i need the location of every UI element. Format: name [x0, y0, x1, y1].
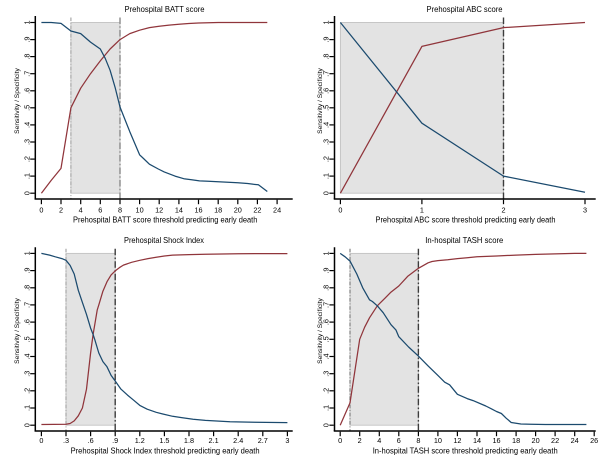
- svg-text:22: 22: [551, 436, 559, 445]
- svg-text:1.8: 1.8: [184, 436, 194, 445]
- svg-text:1.5: 1.5: [159, 436, 169, 445]
- svg-text:.4: .4: [23, 122, 32, 128]
- svg-text:0: 0: [338, 205, 342, 214]
- svg-text:.6: .6: [322, 88, 331, 94]
- svg-text:14: 14: [175, 205, 183, 214]
- svg-text:24: 24: [273, 205, 281, 214]
- svg-text:22: 22: [253, 205, 261, 214]
- svg-text:.3: .3: [23, 139, 32, 145]
- svg-text:2.4: 2.4: [233, 436, 243, 445]
- svg-text:1: 1: [23, 251, 32, 255]
- svg-text:1: 1: [322, 251, 331, 255]
- svg-text:2: 2: [358, 436, 362, 445]
- svg-text:Prehospital BATT score thresho: Prehospital BATT score threshold predict…: [73, 215, 257, 224]
- svg-text:.8: .8: [322, 54, 331, 60]
- svg-text:Sensitivity / Specificity: Sensitivity / Specificity: [317, 68, 324, 134]
- svg-text:.2: .2: [23, 156, 32, 162]
- svg-text:Prehospital ABC score threshol: Prehospital ABC score threshold predicti…: [376, 215, 556, 224]
- svg-text:24: 24: [571, 436, 579, 445]
- svg-text:3: 3: [583, 205, 587, 214]
- svg-text:2.1: 2.1: [209, 436, 219, 445]
- svg-text:1: 1: [23, 20, 32, 24]
- svg-text:.1: .1: [23, 405, 32, 411]
- svg-text:Prehospital BATT score: Prehospital BATT score: [125, 4, 205, 14]
- svg-text:.9: .9: [23, 268, 32, 274]
- svg-text:.2: .2: [322, 156, 331, 162]
- svg-text:In-hospital TASH score thresho: In-hospital TASH score threshold predict…: [373, 446, 558, 455]
- svg-text:Sensitivity / Specificity: Sensitivity / Specificity: [317, 298, 324, 364]
- svg-text:8: 8: [416, 436, 420, 445]
- svg-text:0: 0: [39, 436, 43, 445]
- svg-text:18: 18: [214, 205, 222, 214]
- svg-text:16: 16: [492, 436, 500, 445]
- svg-text:0: 0: [338, 436, 342, 445]
- svg-text:.1: .1: [322, 173, 331, 179]
- svg-text:.9: .9: [23, 37, 32, 43]
- svg-text:1.2: 1.2: [135, 436, 145, 445]
- svg-text:.6: .6: [322, 319, 331, 325]
- svg-text:8: 8: [118, 205, 122, 214]
- svg-text:1: 1: [322, 20, 331, 24]
- svg-text:0: 0: [322, 423, 331, 427]
- svg-text:10: 10: [136, 205, 144, 214]
- svg-text:In-hospital TASH score: In-hospital TASH score: [425, 235, 503, 245]
- svg-text:.5: .5: [23, 105, 32, 111]
- svg-text:.7: .7: [322, 302, 331, 308]
- svg-text:0: 0: [23, 423, 32, 427]
- svg-text:.9: .9: [322, 37, 331, 43]
- svg-text:0: 0: [23, 191, 32, 195]
- svg-text:16: 16: [194, 205, 202, 214]
- svg-text:.3: .3: [23, 371, 32, 377]
- svg-text:26: 26: [590, 436, 598, 445]
- svg-text:0: 0: [322, 191, 331, 195]
- svg-text:2: 2: [59, 205, 63, 214]
- svg-text:12: 12: [453, 436, 461, 445]
- svg-text:Prehospital Shock Index thresh: Prehospital Shock Index threshold predic…: [71, 446, 260, 455]
- svg-text:Prehospital ABC score: Prehospital ABC score: [427, 4, 503, 14]
- svg-text:.7: .7: [23, 71, 32, 77]
- svg-text:Sensitivity / Specificity: Sensitivity / Specificity: [14, 68, 21, 134]
- svg-text:.3: .3: [322, 139, 331, 145]
- svg-text:.5: .5: [23, 336, 32, 342]
- svg-text:.3: .3: [322, 371, 331, 377]
- svg-text:4: 4: [377, 436, 381, 445]
- svg-text:1: 1: [420, 205, 424, 214]
- svg-text:.1: .1: [23, 173, 32, 179]
- svg-text:0: 0: [39, 205, 43, 214]
- svg-text:.7: .7: [322, 71, 331, 77]
- svg-text:.6: .6: [23, 88, 32, 94]
- svg-text:14: 14: [473, 436, 481, 445]
- svg-text:20: 20: [234, 205, 242, 214]
- svg-text:.4: .4: [23, 353, 32, 359]
- svg-text:.9: .9: [322, 268, 331, 274]
- svg-text:18: 18: [512, 436, 520, 445]
- svg-text:.8: .8: [23, 54, 32, 60]
- svg-text:.7: .7: [23, 302, 32, 308]
- svg-text:Sensitivity / Specificity: Sensitivity / Specificity: [14, 298, 21, 364]
- svg-text:.3: .3: [63, 436, 69, 445]
- svg-text:.8: .8: [322, 285, 331, 291]
- svg-text:.5: .5: [322, 105, 331, 111]
- svg-text:.2: .2: [23, 388, 32, 394]
- svg-text:.2: .2: [322, 388, 331, 394]
- svg-text:.6: .6: [23, 319, 32, 325]
- svg-text:.4: .4: [322, 353, 331, 359]
- svg-text:.5: .5: [322, 336, 331, 342]
- svg-text:Prehospital Shock Index: Prehospital Shock Index: [124, 235, 205, 245]
- svg-text:12: 12: [155, 205, 163, 214]
- svg-text:.4: .4: [322, 122, 331, 128]
- svg-text:20: 20: [532, 436, 540, 445]
- svg-text:2: 2: [501, 205, 505, 214]
- svg-text:.6: .6: [88, 436, 94, 445]
- svg-text:6: 6: [397, 436, 401, 445]
- svg-text:.8: .8: [23, 285, 32, 291]
- svg-text:10: 10: [434, 436, 442, 445]
- svg-text:6: 6: [98, 205, 102, 214]
- svg-text:2.7: 2.7: [258, 436, 268, 445]
- svg-text:.9: .9: [112, 436, 118, 445]
- svg-text:4: 4: [79, 205, 83, 214]
- svg-text:3: 3: [285, 436, 289, 445]
- svg-text:.1: .1: [322, 405, 331, 411]
